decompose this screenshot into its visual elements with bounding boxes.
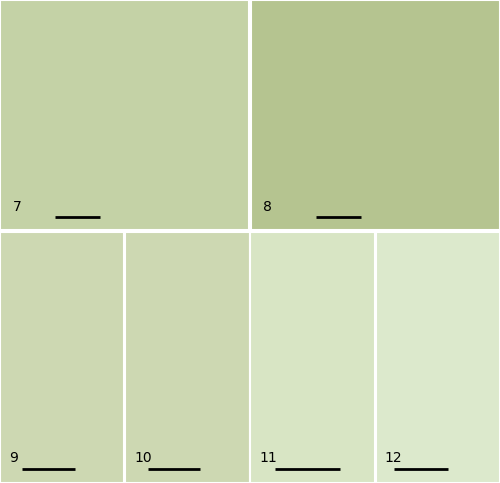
Text: 8: 8 [264, 200, 272, 214]
Text: 11: 11 [259, 452, 277, 466]
Text: 9: 9 [8, 452, 18, 466]
Text: 10: 10 [134, 452, 152, 466]
Text: 7: 7 [12, 200, 21, 214]
Text: 12: 12 [384, 452, 402, 466]
